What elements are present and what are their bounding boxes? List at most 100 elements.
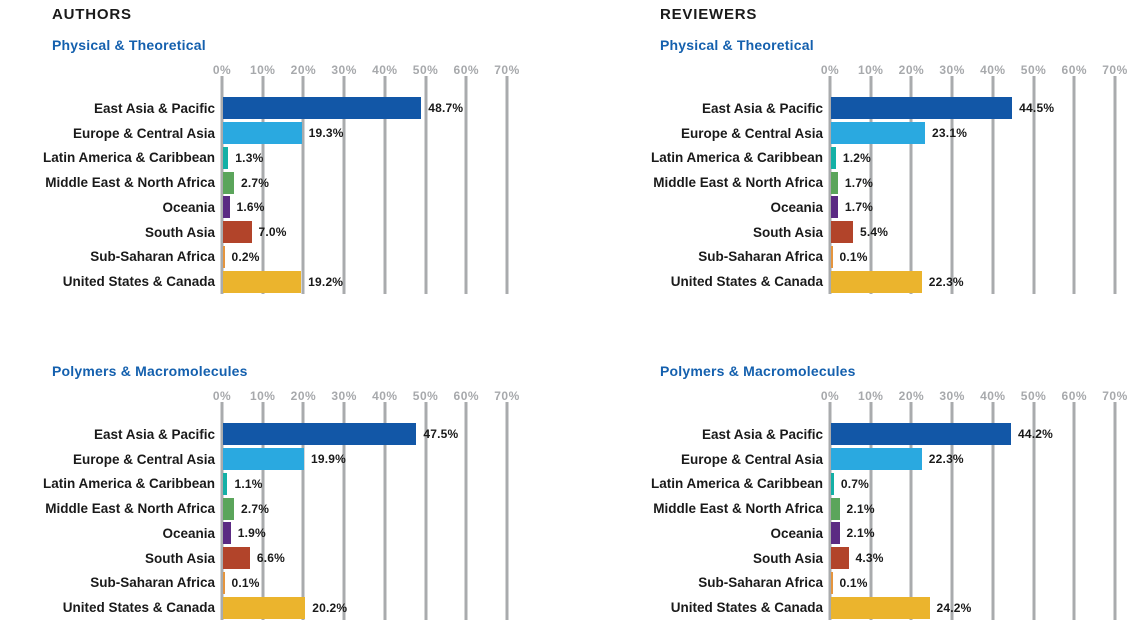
bar-track: 1.7% (830, 196, 1133, 219)
gridline-70 (505, 76, 509, 294)
value-label-east-asia-pacific: 44.5% (1019, 101, 1055, 116)
chart-body: 0% 10% 20% 30% 40% 50% 60% 70% East Asia & Pacif… (4, 389, 525, 620)
row-east-asia-pacific: East Asia & Pacific 44.2% (612, 422, 1133, 447)
bar-sub-saharan-africa (831, 571, 833, 594)
gridline-30 (342, 402, 346, 620)
axis-tick-30: 30% (939, 389, 965, 403)
axis-tick-30: 30% (939, 63, 965, 77)
row-latin-america-caribbean: Latin America & Caribbean 0.7% (612, 472, 1133, 497)
row-europe-central-asia: Europe & Central Asia 19.9% (4, 447, 525, 472)
bar-rows: East Asia & Pacific 47.5% Europe & Central… (4, 402, 525, 620)
bar-track: 19.2% (222, 270, 525, 293)
x-axis: 0% 10% 20% 30% 40% 50% 60% 70% (213, 389, 519, 403)
category-label-middle-east-north-africa: Middle East & North Africa (653, 501, 823, 517)
value-label-united-states-canada: 19.2% (308, 274, 344, 289)
category-label-east-asia-pacific: East Asia & Pacific (93, 426, 215, 442)
gridline-20 (301, 76, 305, 294)
axis-tick-10: 10% (857, 389, 884, 403)
bar-track: 5.4% (830, 221, 1133, 244)
bar-sub-saharan-africa (223, 571, 225, 594)
chart-title: Physical & Theoretical (52, 37, 206, 53)
category-label-sub-saharan-africa: Sub-Saharan Africa (90, 575, 215, 591)
axis-tick-40: 40% (980, 389, 1006, 403)
gridline-0 (220, 402, 224, 620)
gridline-60 (464, 402, 468, 620)
gridline-70 (1113, 76, 1117, 294)
value-label-united-states-canada: 24.2% (936, 600, 972, 615)
value-label-latin-america-caribbean: 0.7% (840, 476, 869, 491)
value-label-europe-central-asia: 22.3% (928, 452, 964, 467)
bar-east-asia-pacific (831, 97, 1013, 120)
axis-tick-0: 0% (820, 389, 840, 403)
axis-tick-70: 70% (494, 63, 520, 77)
value-label-oceania: 1.6% (236, 200, 265, 215)
bar-track: 24.2% (830, 596, 1133, 619)
axis-tick-70: 70% (494, 389, 520, 403)
row-south-asia: South Asia 5.4% (612, 220, 1133, 245)
gridline-40 (383, 76, 387, 294)
category-label-europe-central-asia: Europe & Central Asia (72, 451, 215, 467)
bar-track: 0.1% (830, 245, 1133, 268)
bar-middle-east-north-africa (831, 497, 840, 520)
category-label-south-asia: South Asia (144, 224, 215, 240)
row-middle-east-north-africa: Middle East & North Africa 1.7% (612, 170, 1133, 195)
bar-track: 1.2% (830, 146, 1133, 169)
bar-europe-central-asia (223, 448, 305, 471)
gridline-10 (869, 402, 873, 620)
bar-track: 22.3% (830, 270, 1133, 293)
bar-united-states-canada (831, 270, 922, 293)
bar-east-asia-pacific (223, 423, 417, 446)
gridline-10 (869, 76, 873, 294)
row-latin-america-caribbean: Latin America & Caribbean 1.2% (612, 146, 1133, 171)
bar-oceania (223, 522, 231, 545)
value-label-oceania: 1.7% (844, 200, 874, 215)
chart-title: Physical & Theoretical (660, 37, 814, 53)
category-label-south-asia: South Asia (144, 550, 215, 566)
bar-east-asia-pacific (223, 97, 422, 120)
category-label-latin-america-caribbean: Latin America & Caribbean (650, 476, 823, 492)
row-sub-saharan-africa: Sub-Saharan Africa 0.1% (612, 245, 1133, 270)
value-label-united-states-canada: 20.2% (312, 600, 348, 615)
bar-rows: East Asia & Pacific 44.5% Europe & Central… (612, 76, 1133, 294)
bar-track: 19.3% (222, 122, 525, 145)
chart-body: 0% 10% 20% 30% 40% 50% 60% 70% East Asia & Pacif… (612, 63, 1133, 294)
gridlines (220, 402, 509, 620)
axis-tick-10: 10% (857, 63, 884, 77)
chart-body: 0% 10% 20% 30% 40% 50% 60% 70% East Asia & Pacif… (4, 63, 525, 294)
gridline-60 (464, 76, 468, 294)
gridline-30 (950, 76, 954, 294)
bar-track: 6.6% (222, 547, 525, 570)
gridline-0 (220, 76, 224, 294)
bar-middle-east-north-africa (831, 171, 838, 194)
value-label-europe-central-asia: 19.9% (311, 452, 347, 467)
category-label-united-states-canada: United States & Canada (670, 600, 823, 616)
bar-east-asia-pacific (831, 423, 1011, 446)
bar-latin-america-caribbean (223, 472, 228, 495)
category-label-sub-saharan-africa: Sub-Saharan Africa (90, 249, 215, 265)
gridlines (828, 76, 1117, 294)
chart-title: Polymers & Macromolecules (52, 363, 248, 379)
axis-tick-20: 20% (290, 63, 317, 77)
plot-area: East Asia & Pacific 44.5% Europe & Central… (612, 76, 1133, 294)
gridline-10 (261, 402, 265, 620)
bar-united-states-canada (831, 596, 930, 619)
category-label-middle-east-north-africa: Middle East & North Africa (45, 175, 215, 191)
row-middle-east-north-africa: Middle East & North Africa 2.7% (4, 170, 525, 195)
row-sub-saharan-africa: Sub-Saharan Africa 0.1% (4, 571, 525, 596)
category-label-europe-central-asia: Europe & Central Asia (680, 451, 823, 467)
row-latin-america-caribbean: Latin America & Caribbean 1.1% (4, 472, 525, 497)
chart-title: Polymers & Macromolecules (660, 363, 856, 379)
gridline-50 (1032, 402, 1036, 620)
value-label-sub-saharan-africa: 0.1% (839, 249, 868, 264)
gridline-0 (828, 402, 832, 620)
gridline-30 (342, 76, 346, 294)
value-label-oceania: 2.1% (846, 526, 875, 541)
bar-oceania (831, 522, 840, 545)
authors-column-header: AUTHORS (52, 6, 132, 23)
bar-track: 1.1% (222, 472, 525, 495)
row-south-asia: South Asia 4.3% (612, 546, 1133, 571)
bar-europe-central-asia (223, 122, 302, 145)
bar-track: 1.7% (830, 171, 1133, 194)
plot-area: East Asia & Pacific 44.2% Europe & Central… (612, 402, 1133, 620)
